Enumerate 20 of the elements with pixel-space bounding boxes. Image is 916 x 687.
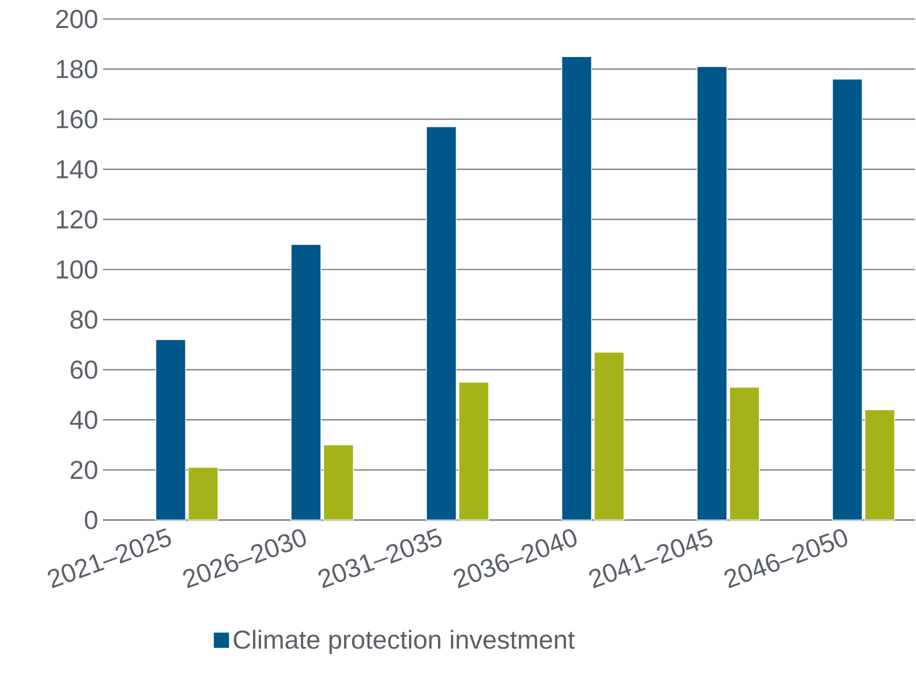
y-tick-label: 100 [56,260,98,279]
y-tick-label: 40 [70,410,98,430]
y-tick-label: 140 [56,160,98,179]
y-tick-label: 180 [56,60,98,78]
bar [188,467,218,520]
bar [832,78,863,520]
y-tick-label: 60 [70,360,98,379]
y-tick-label: 120 [56,210,98,229]
y-tick-label: 0 [84,510,98,530]
bar [864,409,896,520]
y-tick-label: 160 [56,110,98,128]
bar [594,352,624,520]
legend-label: Climate protection investment [234,630,575,654]
bar [426,126,457,520]
y-tick-label: 200 [56,10,98,28]
y-tick-label: 80 [70,310,98,329]
bar [155,339,186,520]
y-tick-label: 20 [70,460,98,480]
bar [458,382,490,520]
bar [561,56,592,520]
